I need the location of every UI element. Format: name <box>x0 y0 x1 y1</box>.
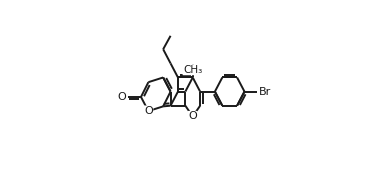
Text: O: O <box>117 92 126 102</box>
Text: Br: Br <box>259 87 271 97</box>
Text: O: O <box>188 111 197 122</box>
Text: CH₃: CH₃ <box>183 65 203 75</box>
Text: O: O <box>144 106 153 116</box>
